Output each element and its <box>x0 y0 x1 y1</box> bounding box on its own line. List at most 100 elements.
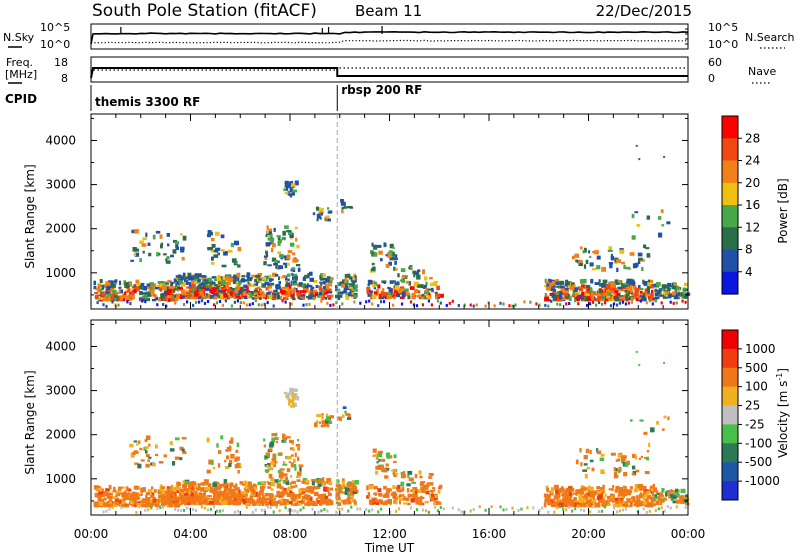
echo-cell <box>98 496 102 499</box>
nsearch-tick-bottom: 10^0 <box>708 38 738 51</box>
echo-cell <box>269 503 274 507</box>
echo-cell <box>586 466 591 470</box>
echo-cell <box>285 292 291 298</box>
echo-cell <box>229 277 234 282</box>
echo-cell <box>286 396 290 400</box>
colorbar-segment <box>722 182 738 206</box>
colorbar-segment <box>722 443 738 463</box>
echo-cell <box>251 510 254 514</box>
echo-cell <box>325 501 330 506</box>
echo-cell <box>201 293 205 298</box>
echo-cell <box>573 504 577 507</box>
echo-cell <box>287 250 293 254</box>
echo-cell <box>580 485 584 489</box>
echo-cell <box>636 495 639 500</box>
echo-cell <box>111 280 115 285</box>
echo-cell <box>191 284 196 290</box>
echo-cell <box>173 239 178 243</box>
echo-cell <box>436 509 439 513</box>
echo-cell <box>617 453 622 457</box>
echo-cell <box>247 272 251 277</box>
echo-cell <box>648 295 653 301</box>
echo-cell <box>267 454 270 457</box>
echo-cell <box>490 505 493 509</box>
echo-cell <box>208 280 213 285</box>
echo-cell <box>237 470 240 474</box>
echo-cell <box>303 288 306 291</box>
echo-cell <box>236 299 239 303</box>
echo-cell <box>268 466 274 471</box>
echo-cell <box>230 292 233 296</box>
echo-cell <box>319 494 324 499</box>
echo-cell <box>394 254 398 258</box>
echo-cell <box>307 494 311 499</box>
echo-cell <box>609 286 613 291</box>
echo-cell <box>282 230 286 236</box>
echo-cell <box>654 509 657 512</box>
echo-cell <box>614 497 618 501</box>
echo-cell <box>181 437 187 440</box>
echo-cell <box>278 280 281 284</box>
echo-cell <box>284 184 288 188</box>
echo-cell <box>279 468 285 471</box>
echo-cell <box>188 276 194 281</box>
echo-cell <box>650 496 656 502</box>
echo-cell <box>556 499 559 504</box>
echo-cell <box>289 387 294 393</box>
echo-cell <box>135 279 140 284</box>
echo-cell <box>335 301 338 305</box>
echo-cell <box>226 495 231 500</box>
echo-cell <box>667 416 670 421</box>
freq-unit-label: [MHz] <box>5 68 37 81</box>
echo-cell <box>377 452 383 458</box>
echo-cell <box>616 259 621 263</box>
echo-cell <box>194 273 200 278</box>
echo-cell <box>646 494 652 499</box>
echo-cell <box>105 509 108 513</box>
echo-cell <box>164 281 169 285</box>
echo-cell <box>152 283 157 287</box>
echo-cell <box>242 498 246 502</box>
freq-panel-frame <box>90 56 689 83</box>
echo-cell <box>316 218 319 222</box>
echo-cell <box>619 287 625 292</box>
echo-cell <box>431 496 435 502</box>
echo-cell <box>224 276 230 281</box>
echo-cell <box>590 292 595 298</box>
echo-cell <box>287 501 292 504</box>
echo-cell <box>238 281 242 285</box>
echo-cell <box>353 294 357 298</box>
echo-cell <box>383 292 389 297</box>
echo-cell <box>570 282 575 286</box>
echo-cell <box>392 495 396 499</box>
echo-cell <box>238 501 241 506</box>
echo-cell <box>592 491 596 496</box>
echo-cell <box>612 503 618 508</box>
echo-cell <box>275 284 281 289</box>
echo-cell <box>271 297 276 301</box>
echo-cell <box>347 509 350 513</box>
echo-cell <box>275 274 279 277</box>
echo-cell <box>216 443 219 448</box>
echo-cell <box>168 498 172 501</box>
echo-cell <box>373 244 378 250</box>
echo-cell <box>567 504 571 508</box>
echo-cell <box>287 508 290 512</box>
echo-cell <box>623 472 628 477</box>
echo-cell <box>291 402 295 408</box>
echo-cell <box>285 394 290 398</box>
echo-cell <box>220 287 225 290</box>
echo-cell <box>266 293 271 298</box>
echo-cell <box>614 279 619 282</box>
echo-cell <box>207 247 212 251</box>
echo-cell <box>351 480 355 485</box>
echo-cell <box>260 508 263 512</box>
echo-cell <box>260 303 263 307</box>
echo-cell <box>174 456 180 460</box>
echo-cell <box>342 414 345 418</box>
ytick-label: 4000 <box>45 133 76 147</box>
echo-cell <box>290 181 293 185</box>
echo-cell <box>171 281 175 284</box>
echo-cell <box>320 294 324 300</box>
echo-cell <box>142 296 146 301</box>
